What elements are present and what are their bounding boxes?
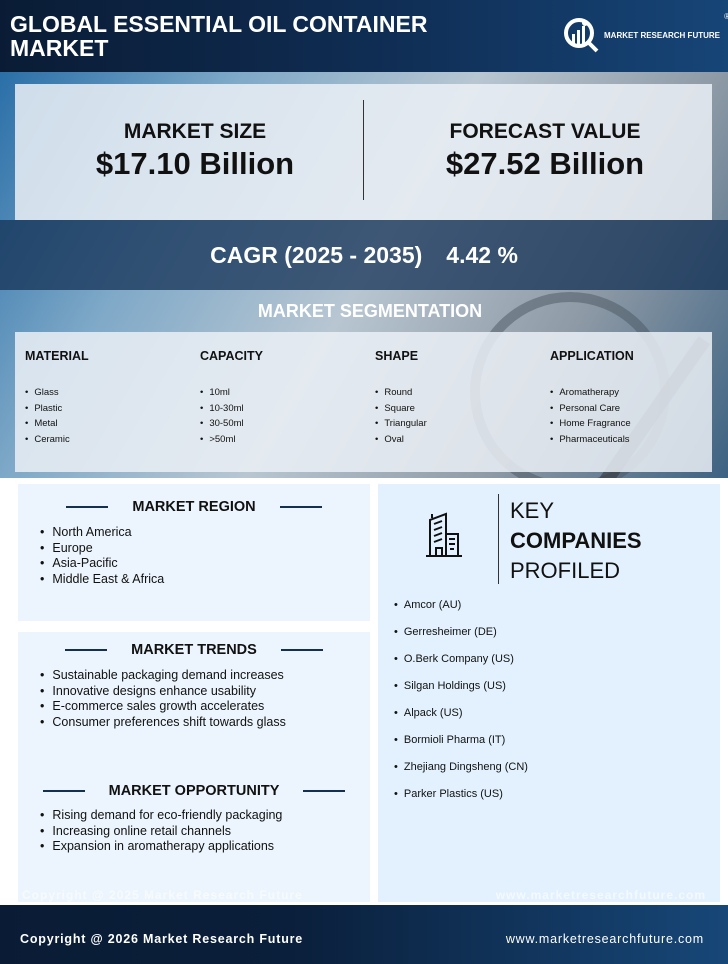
title-line: PROFILED — [510, 558, 621, 583]
company-item: Alpack (US) — [394, 707, 528, 734]
building-icon — [426, 512, 462, 557]
segment-item: Personal Care — [550, 401, 720, 417]
segment-item: >50ml — [200, 432, 370, 448]
segment-item: Ceramic — [25, 432, 195, 448]
segment-heading: APPLICATION — [550, 349, 634, 363]
trends-list: Sustainable packaging demand increasesIn… — [40, 668, 286, 731]
region-title: MARKET REGION — [132, 499, 256, 515]
market-size: MARKET SIZE $17.10 Billion — [25, 120, 365, 182]
list-item: Europe — [40, 541, 164, 557]
market-size-value: $17.10 Billion — [95, 146, 295, 181]
region-list: North AmericaEuropeAsia-PacificMiddle Ea… — [40, 525, 164, 587]
company-item: Bormioli Pharma (IT) — [394, 734, 528, 761]
segment-item: Plastic — [25, 401, 195, 417]
registered-mark: ® — [724, 12, 728, 21]
company-item: Zhejiang Dingsheng (CN) — [394, 761, 528, 788]
segment-item: Oval — [375, 432, 545, 448]
key-companies-panel: KEY COMPANIES PROFILED Amcor (AU)Gerresh… — [378, 484, 720, 902]
market-region-panel: MARKET REGION North AmericaEuropeAsia-Pa… — [18, 484, 370, 621]
segment-item: Glass — [25, 385, 195, 401]
company-item: Gerresheimer (DE) — [394, 626, 528, 653]
logo: MARKET RESEARCH FUTURE ® — [562, 12, 728, 54]
company-item: Parker Plastics (US) — [394, 788, 528, 815]
header: GLOBAL ESSENTIAL OIL CONTAINER MARKET MA… — [0, 0, 728, 72]
companies-list: Amcor (AU)Gerresheimer (DE)O.Berk Compan… — [394, 599, 528, 815]
ghost-copyright: Copyright @ 2025 Market Research Future — [22, 888, 303, 902]
list-item: Asia-Pacific — [40, 556, 164, 572]
page-title: GLOBAL ESSENTIAL OIL CONTAINER MARKET — [10, 11, 428, 61]
forecast-value: FORECAST VALUE $27.52 Billion — [375, 120, 715, 182]
segment-heading: MATERIAL — [25, 349, 89, 363]
segment-item: Pharmaceuticals — [550, 432, 720, 448]
segmentation-title: MARKET SEGMENTATION — [257, 301, 483, 321]
segment-shape: SHAPE RoundSquareTriangularOval — [375, 349, 545, 447]
logo-icon — [564, 18, 599, 53]
trends-heading: MARKET TRENDS — [18, 642, 370, 658]
company-item: Silgan Holdings (US) — [394, 680, 528, 707]
company-item: O.Berk Company (US) — [394, 653, 528, 680]
segment-item: Round — [375, 385, 545, 401]
segment-application: APPLICATION AromatherapyPersonal CareHome… — [550, 349, 720, 447]
region-heading: MARKET REGION — [18, 499, 370, 515]
list-item: Increasing online retail channels — [40, 824, 282, 840]
company-item: Amcor (AU) — [394, 599, 528, 626]
segment-heading: CAPACITY — [200, 349, 263, 363]
list-item: Consumer preferences shift towards glass — [40, 715, 285, 731]
segment-heading: SHAPE — [375, 349, 419, 363]
trends-opportunity-panel: MARKET TRENDS Sustainable packaging dema… — [18, 632, 370, 902]
segment-item: 10-30ml — [200, 401, 370, 417]
footer: Copyright @ 2026 Market Research Future … — [0, 905, 728, 964]
cagr-label: CAGR (2025 - 2035) — [210, 242, 423, 268]
forecast-label: FORECAST VALUE — [449, 120, 641, 143]
segment-item: Square — [375, 401, 545, 417]
list-item: Sustainable packaging demand increases — [40, 668, 286, 684]
forecast-value-text: $27.52 Billion — [445, 146, 645, 181]
segment-material: MATERIAL GlassPlasticMetalCeramic — [25, 349, 195, 447]
segment-item: Aromatherapy — [550, 385, 720, 401]
footer-website-link[interactable]: www.marketresearchfuture.com — [505, 932, 704, 946]
title-line: COMPANIES — [510, 528, 642, 553]
key-companies-title: KEY COMPANIES PROFILED — [510, 496, 642, 586]
footer-copyright: Copyright @ 2026 Market Research Future — [20, 932, 304, 946]
cagr-band: CAGR (2025 - 2035) 4.42 % — [0, 220, 728, 290]
list-item: Middle East & Africa — [40, 572, 164, 588]
opportunity-list: Rising demand for eco-friendly packaging… — [40, 808, 282, 855]
cagr-value: 4.42 % — [446, 242, 518, 268]
logo-text: MARKET RESEARCH FUTURE — [604, 30, 720, 40]
divider — [363, 100, 364, 200]
segmentation-box: MATERIAL GlassPlasticMetalCeramic CAPACIT… — [15, 332, 712, 472]
market-size-label: MARKET SIZE — [123, 120, 267, 143]
trends-title: MARKET TRENDS — [131, 642, 257, 658]
list-item: Rising demand for eco-friendly packaging — [40, 808, 282, 824]
segment-capacity: CAPACITY 10ml10-30ml30-50ml>50ml — [200, 349, 370, 447]
segment-item: Triangular — [375, 416, 545, 432]
opportunity-heading: MARKET OPPORTUNITY — [18, 783, 370, 799]
list-item: North America — [40, 525, 164, 541]
segment-item: 30-50ml — [200, 416, 370, 432]
segment-item: 10ml — [200, 385, 370, 401]
list-item: Expansion in aromatherapy applications — [40, 839, 282, 855]
market-size-box: MARKET SIZE $17.10 Billion FORECAST VALU… — [15, 84, 712, 220]
segment-item: Home Fragrance — [550, 416, 720, 432]
divider — [498, 494, 499, 584]
title-line: KEY — [510, 498, 555, 523]
segment-item: Metal — [25, 416, 195, 432]
hero-section: MARKET SIZE $17.10 Billion FORECAST VALU… — [0, 72, 728, 478]
ghost-website: www.marketresearchfuture.com — [495, 888, 706, 902]
list-item: E-commerce sales growth accelerates — [40, 699, 286, 715]
opportunity-title: MARKET OPPORTUNITY — [108, 783, 280, 799]
list-item: Innovative designs enhance usability — [40, 684, 286, 700]
